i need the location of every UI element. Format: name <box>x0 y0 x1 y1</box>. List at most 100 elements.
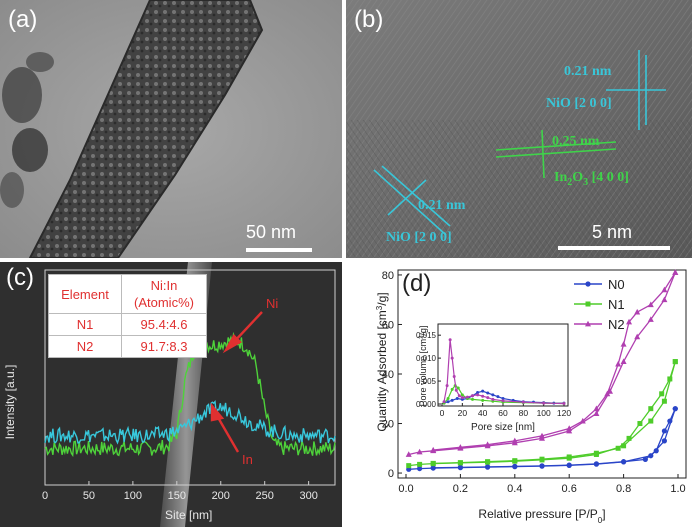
inset-data-point-n2 <box>457 394 461 398</box>
panel-a-tem-image: (a) 50 nm <box>0 0 342 258</box>
data-point-n2 <box>620 358 627 365</box>
data-point-n0 <box>661 438 667 444</box>
inset-y-tick-label: 0.010 <box>416 354 437 363</box>
table-row: N2 91.7:8.3 <box>48 335 207 358</box>
panel-label-a: (a) <box>8 6 38 33</box>
panel-d-isotherm: 0.0 0.2 0.4 0.6 0.8 1.0 0 20 40 60 80 0 20 40 60 80 100… <box>346 262 692 527</box>
legend-label-n1: N1 <box>608 297 625 312</box>
x-axis-label-c: Site [nm] <box>165 508 213 522</box>
inset-data-point-n0 <box>491 393 495 397</box>
inset-data-point-n1 <box>456 386 460 390</box>
data-point-n0 <box>539 463 545 469</box>
inset-x-tick-label: 0 <box>440 408 445 418</box>
data-point-n1 <box>648 418 654 424</box>
table-cell: 91.7:8.3 <box>121 335 207 358</box>
isotherm-chart: 0.0 0.2 0.4 0.6 0.8 1.0 0 20 40 60 80 0 20 40 60 80 100… <box>375 269 687 525</box>
data-point-n0 <box>512 463 518 469</box>
inset-data-point-n2 <box>501 399 505 403</box>
inset-data-point-n1 <box>460 393 464 397</box>
inset-x-tick-label: 20 <box>458 408 468 418</box>
table-cell: N1 <box>48 313 122 336</box>
inset-data-point-n0 <box>501 396 505 400</box>
scale-bar-label-b: 5 nm <box>592 222 633 242</box>
y-tick-label-d: 20 <box>382 419 394 431</box>
data-point-n1 <box>406 463 412 469</box>
table-header-ratio: Ni:In (Atomic%) <box>121 274 207 314</box>
data-point-n0 <box>672 406 678 412</box>
inset-data-point-n0 <box>486 391 490 395</box>
inset-data-point-n2 <box>471 394 474 398</box>
inset-data-point-n2 <box>542 401 546 405</box>
data-point-n2 <box>661 296 668 303</box>
x-tick-label-c: 250 <box>256 490 274 502</box>
data-point-n2 <box>430 446 437 453</box>
inset-data-point-n0 <box>496 395 500 399</box>
data-point-n2 <box>539 432 545 439</box>
data-point-n0 <box>566 462 572 468</box>
lattice-marker-nio-bottom <box>373 165 451 236</box>
data-point-n2 <box>672 269 679 275</box>
inset-data-point-n0 <box>446 400 450 404</box>
x-tick-label-d: 1.0 <box>670 483 685 495</box>
inset-x-tick-label: 120 <box>557 408 571 418</box>
series-line-ni <box>44 331 336 458</box>
data-point-n0 <box>642 456 648 463</box>
inset-data-point-n1 <box>481 398 485 402</box>
y-tick-label-d: 80 <box>382 270 394 282</box>
panel-b-hrtem-image: (b) 0.21 nm NiO [2 0 0] 0.25 nm In2O3 [4… <box>346 0 692 258</box>
x-tick-label-d: 0.2 <box>453 483 468 495</box>
data-point-n2 <box>620 341 627 347</box>
legend-label-n2: N2 <box>608 317 625 332</box>
data-point-n2 <box>457 444 464 450</box>
inset-data-point-n0 <box>481 389 485 393</box>
annotation-plane-in2o3: In2O3 [4 0 0] <box>554 170 629 188</box>
arrow-in <box>214 413 240 453</box>
inset-data-point-n2 <box>476 393 480 397</box>
annotation-spacing-nio-top: 0.21 nm <box>564 64 612 79</box>
data-point-n1 <box>615 445 621 451</box>
data-point-n1 <box>457 460 463 466</box>
annotation-plane-nio-bottom: NiO [2 0 0] <box>386 230 452 245</box>
data-point-n0 <box>430 465 436 471</box>
data-point-n2 <box>593 410 600 417</box>
data-point-n1 <box>659 391 665 397</box>
inset-x-tick-label: 60 <box>498 408 508 418</box>
data-point-n0 <box>593 461 599 467</box>
panel-label-c: (c) <box>6 264 34 291</box>
inset-data-point-n0 <box>455 396 459 400</box>
inset-data-point-n2 <box>486 396 490 400</box>
data-point-n2 <box>593 405 600 412</box>
x-tick-label-c: 150 <box>168 490 186 502</box>
lattice-marker-nio-top <box>606 50 666 130</box>
data-point-n2 <box>647 316 654 322</box>
data-point-n1 <box>566 454 572 460</box>
series-line-n2-desorption <box>433 272 676 451</box>
arrow-label-in: In <box>242 452 253 467</box>
inset-data-point-n2 <box>481 394 485 398</box>
table-row: N1 95.4:4.6 <box>48 313 207 336</box>
x-tick-label-d: 0.8 <box>616 483 631 495</box>
inset-y-tick-label: 0.005 <box>416 377 437 386</box>
x-tick-label-c: 200 <box>212 490 230 502</box>
inset-y-tick-label: 0.015 <box>416 331 437 340</box>
x-tick-label-c: 100 <box>124 490 142 502</box>
x-tick-label-c: 50 <box>83 490 95 502</box>
data-point-n2 <box>615 360 622 367</box>
table-cell: 95.4:4.6 <box>121 313 207 336</box>
data-point-n1 <box>648 406 654 412</box>
data-point-n1 <box>539 456 545 462</box>
scale-bar-b <box>558 246 670 250</box>
inset-x-tick-label: 40 <box>478 408 488 418</box>
plot-frame-c <box>44 269 336 486</box>
data-point-n2 <box>511 437 518 444</box>
data-point-n0 <box>485 464 491 470</box>
data-point-n1 <box>417 461 423 467</box>
inset-x-tick-label: 100 <box>537 408 551 418</box>
x-tick-label-d: 0.4 <box>507 483 522 495</box>
annotation-spacing-nio-bottom: 0.21 nm <box>418 198 466 213</box>
data-point-n2 <box>579 417 586 424</box>
inset-data-point-n0 <box>450 398 454 402</box>
data-point-n2 <box>634 308 641 315</box>
inset-x-tick-label: 80 <box>519 408 529 418</box>
x-tick-label-d: 0.0 <box>398 483 413 495</box>
